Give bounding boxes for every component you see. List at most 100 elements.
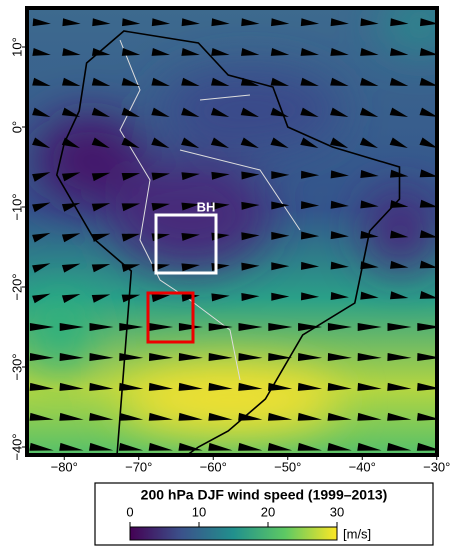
borders — [119, 39, 301, 381]
wind-arrow — [178, 323, 203, 331]
wind-arrow — [297, 352, 323, 361]
wind-arrow — [91, 263, 111, 273]
wind-arrow — [241, 293, 260, 302]
coastline — [55, 30, 401, 455]
wind-arrow — [300, 47, 319, 56]
wind-arrow — [208, 382, 233, 391]
wind-arrow — [268, 382, 293, 391]
wind-arrow — [151, 47, 170, 56]
wind-arrow — [210, 137, 230, 149]
wind-arrow — [360, 230, 379, 239]
colorbar-tick-label: 30 — [330, 504, 344, 519]
wind-arrow — [32, 137, 51, 149]
colorbar-tick-label: 0 — [126, 504, 133, 519]
wind-arrow — [181, 47, 200, 56]
wind-arrow — [330, 18, 349, 27]
wind-arrow — [268, 323, 293, 331]
wind-arrow — [32, 47, 51, 56]
wind-arrow — [91, 294, 111, 303]
wind-arrow — [238, 352, 263, 361]
wind-arrow — [178, 442, 203, 451]
colorbar-tick-label: 20 — [261, 504, 275, 519]
wind-arrows — [29, 18, 437, 451]
wind-arrow — [178, 352, 203, 361]
wind-arrow — [416, 412, 437, 421]
wind-arrow — [327, 382, 352, 391]
wind-arrow — [59, 412, 84, 421]
wind-arrow — [390, 260, 409, 269]
wind-arrow — [119, 382, 144, 391]
wind-arrow — [300, 231, 320, 240]
wind-arrow — [151, 77, 170, 86]
wind-arrow — [32, 18, 51, 27]
wind-arrow — [240, 107, 260, 118]
wind-arrow — [419, 137, 437, 148]
wind-arrow — [327, 412, 352, 421]
y-tick-label: −10° — [9, 193, 24, 220]
colorbar-tick-label: 10 — [192, 504, 206, 519]
wind-arrow — [360, 261, 379, 270]
wind-arrow — [357, 412, 382, 421]
wind-arrow — [360, 200, 379, 209]
wind-arrow — [89, 442, 114, 451]
wind-arrow — [61, 233, 81, 243]
wind-arrow — [61, 172, 81, 182]
wind-arrow — [29, 412, 54, 421]
wind-arrow — [267, 412, 293, 421]
wind-arrow — [360, 170, 379, 178]
wind-arrow — [91, 172, 111, 182]
wind-arrow — [89, 412, 114, 421]
wind-arrow — [59, 323, 84, 331]
wind-arrow — [211, 293, 230, 302]
wind-arrow — [300, 107, 319, 118]
wind-arrow — [181, 18, 200, 27]
wind-arrow — [211, 18, 230, 27]
y-tick-label: 0° — [9, 121, 24, 133]
wind-arrow — [330, 47, 349, 56]
wind-arrow — [360, 77, 379, 86]
wind-arrow — [32, 172, 51, 182]
wind-arrow — [32, 107, 51, 118]
wind-arrow — [360, 47, 379, 56]
wind-arrow — [300, 77, 319, 86]
wind-arrow — [417, 352, 437, 361]
wind-arrow — [387, 382, 412, 391]
x-tick-label: −80° — [51, 459, 78, 474]
wind-arrow — [357, 352, 382, 361]
wind-arrow — [91, 47, 111, 56]
wind-arrow — [297, 412, 323, 421]
wind-arrow — [390, 18, 409, 27]
wind-arrow — [121, 107, 140, 118]
wind-arrow — [300, 137, 319, 149]
wind-arrow — [360, 291, 379, 300]
x-tick-label: −60° — [200, 459, 227, 474]
wind-arrow — [389, 107, 409, 118]
wind-arrow — [330, 170, 349, 179]
wind-arrow — [241, 171, 260, 180]
wind-arrow — [271, 201, 290, 210]
wind-arrow — [121, 77, 141, 86]
wind-arrow — [270, 107, 289, 118]
wind-arrow — [327, 323, 352, 331]
wind-arrow — [419, 199, 437, 208]
wind-arrow — [62, 77, 81, 86]
red-box — [146, 291, 195, 344]
wind-arrow — [389, 77, 409, 86]
wind-arrow — [241, 201, 260, 210]
wind-arrow — [121, 47, 141, 56]
wind-arrow — [271, 171, 290, 180]
wind-arrow — [208, 412, 233, 421]
wind-arrow — [151, 107, 170, 118]
wind-arrow — [330, 291, 349, 300]
wind-arrow — [91, 233, 111, 242]
wind-arrow — [181, 107, 200, 118]
colorbar-unit: [m/s] — [343, 526, 371, 541]
wind-arrow — [390, 230, 409, 239]
wind-arrow — [29, 352, 54, 361]
wind-arrow — [91, 137, 110, 149]
wind-arrow — [148, 442, 173, 451]
wind-arrow — [32, 202, 51, 213]
wind-arrow — [32, 77, 51, 86]
wind-arrow — [118, 442, 144, 451]
wind-arrow — [151, 137, 170, 149]
